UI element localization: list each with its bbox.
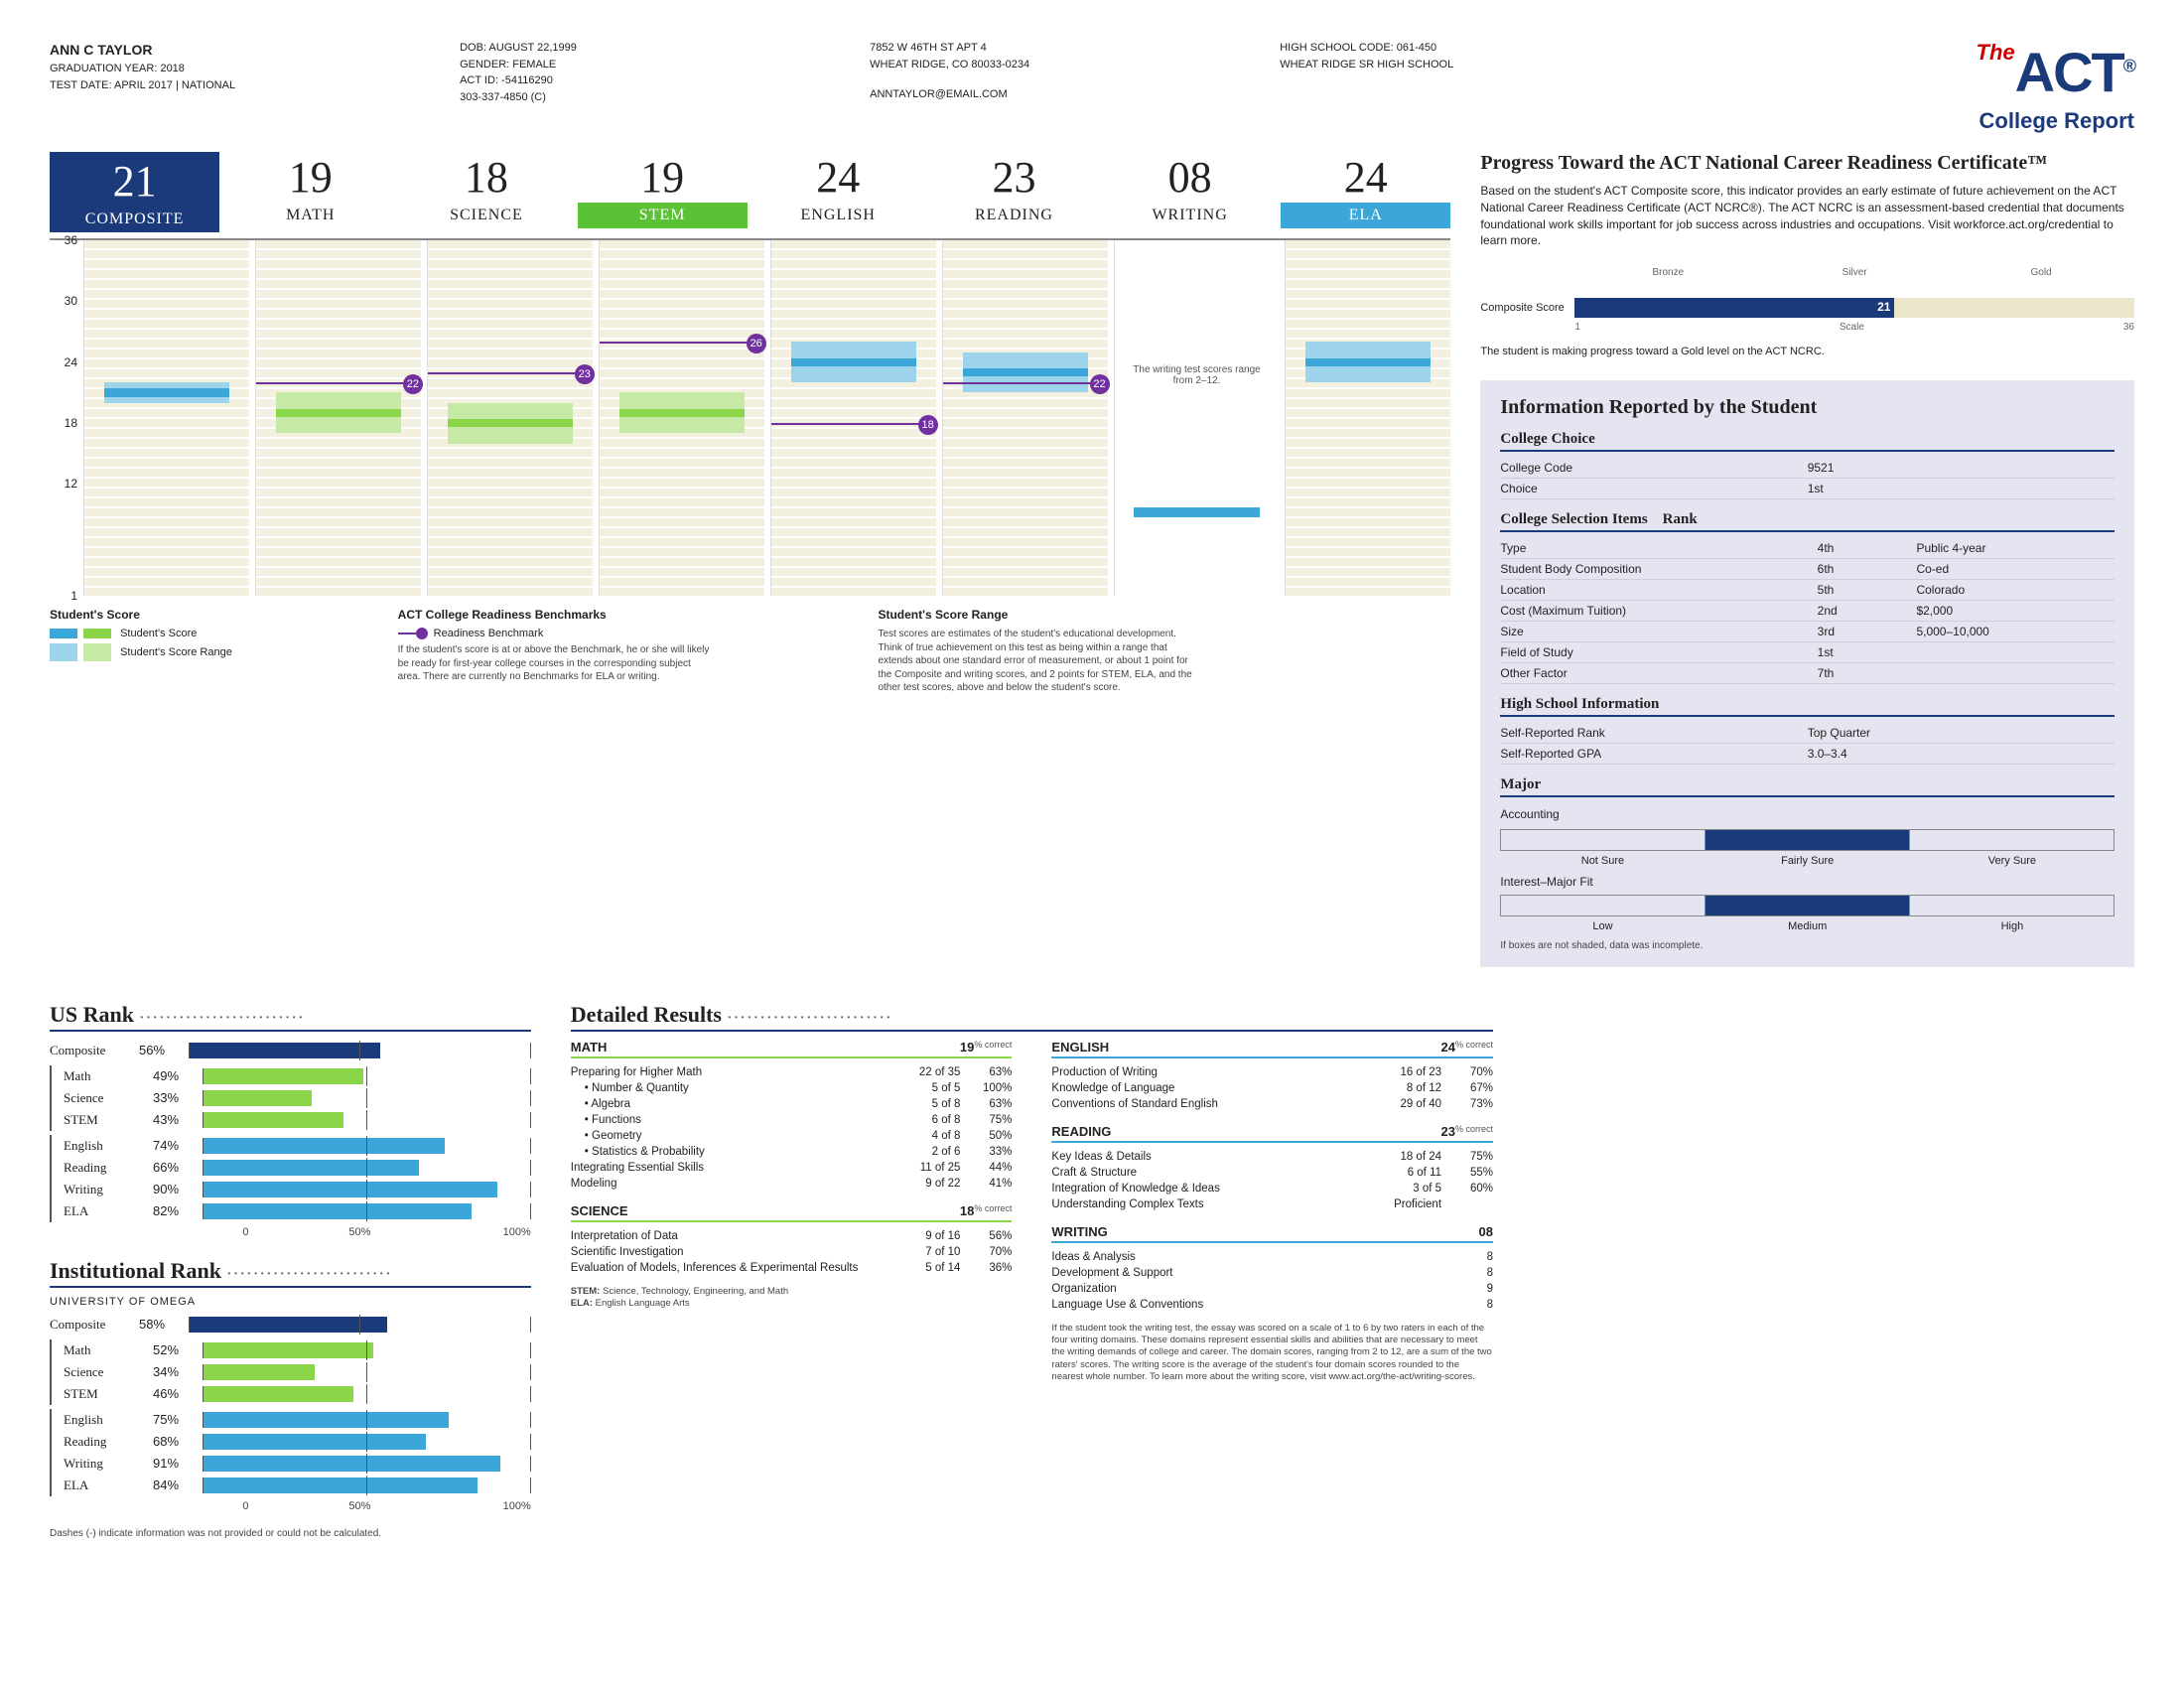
score-card-reading: 23READING bbox=[929, 152, 1099, 232]
interest-fit-bar bbox=[1500, 895, 2115, 916]
plot-col-english: 18 bbox=[770, 240, 936, 596]
score-card-writing: 08WRITING bbox=[1105, 152, 1275, 232]
detail-row: Integration of Knowledge & Ideas3 of 560… bbox=[1051, 1181, 1493, 1196]
plot-col-stem: 26 bbox=[599, 240, 764, 596]
plot-col-reading: 22 bbox=[942, 240, 1108, 596]
plot-col-ela bbox=[1285, 240, 1450, 596]
detail-row: Development & Support8 bbox=[1051, 1265, 1493, 1281]
score-card-english: 24ENGLISH bbox=[753, 152, 923, 232]
detail-row: Modeling9 of 2241% bbox=[571, 1176, 1013, 1192]
info-row: Type4thPublic 4-year bbox=[1500, 538, 2115, 559]
rank-row: Writing90% bbox=[64, 1179, 531, 1200]
rank-row: Science33% bbox=[64, 1087, 531, 1109]
detail-row: • Functions6 of 875% bbox=[571, 1112, 1013, 1128]
progress-panel: Progress Toward the ACT National Career … bbox=[1480, 152, 2134, 967]
score-card-math: 19MATH bbox=[225, 152, 395, 232]
major-sureness-bar bbox=[1500, 829, 2115, 851]
rank-row: Reading66% bbox=[64, 1157, 531, 1179]
plot-col-composite bbox=[83, 240, 249, 596]
score-card-science: 18SCIENCE bbox=[401, 152, 571, 232]
info-row: Other Factor7th bbox=[1500, 663, 2115, 684]
rank-row: Reading68% bbox=[64, 1431, 531, 1453]
score-range-chart: 36302418121 2223261822The writing test s… bbox=[50, 238, 1450, 596]
detail-row: Conventions of Standard English29 of 407… bbox=[1051, 1096, 1493, 1112]
detail-row: Language Use & Conventions8 bbox=[1051, 1297, 1493, 1313]
detail-row: Preparing for Higher Math22 of 3563% bbox=[571, 1064, 1013, 1080]
student-info-box: Information Reported by the Student Coll… bbox=[1480, 380, 2134, 967]
score-card-composite: 21COMPOSITE bbox=[50, 152, 219, 232]
info-row: Choice1st bbox=[1500, 479, 2115, 499]
detail-row: Scientific Investigation7 of 1070% bbox=[571, 1244, 1013, 1260]
info-row: Self-Reported GPA3.0–3.4 bbox=[1500, 744, 2115, 765]
ncrc-bar: 21 bbox=[1574, 298, 2134, 318]
detail-row: • Algebra5 of 863% bbox=[571, 1096, 1013, 1112]
rank-row: Writing91% bbox=[64, 1453, 531, 1475]
info-row: Self-Reported RankTop Quarter bbox=[1500, 723, 2115, 744]
inst-rank-title: Institutional Rank bbox=[50, 1258, 531, 1288]
detail-row: Interpretation of Data9 of 1656% bbox=[571, 1228, 1013, 1244]
rank-row: English75% bbox=[64, 1409, 531, 1431]
detail-row: Integrating Essential Skills11 of 2544% bbox=[571, 1160, 1013, 1176]
detailed-results-title: Detailed Results bbox=[571, 1002, 1493, 1032]
detail-row: • Geometry4 of 850% bbox=[571, 1128, 1013, 1144]
detail-row: Key Ideas & Details18 of 2475% bbox=[1051, 1149, 1493, 1165]
rank-row: Composite56% bbox=[50, 1040, 531, 1061]
detail-row: Organization9 bbox=[1051, 1281, 1493, 1297]
detail-row: • Statistics & Probability2 of 633% bbox=[571, 1144, 1013, 1160]
rank-row: ELA82% bbox=[64, 1200, 531, 1222]
rank-row: Math49% bbox=[64, 1065, 531, 1087]
detail-row: Knowledge of Language8 of 1267% bbox=[1051, 1080, 1493, 1096]
score-card-ela: 24ELA bbox=[1281, 152, 1450, 232]
rank-row: ELA84% bbox=[64, 1475, 531, 1496]
detail-row: Craft & Structure6 of 1155% bbox=[1051, 1165, 1493, 1181]
rank-row: STEM43% bbox=[64, 1109, 531, 1131]
plot-col-science: 23 bbox=[427, 240, 593, 596]
info-row: Field of Study1st bbox=[1500, 642, 2115, 663]
info-row: Location5thColorado bbox=[1500, 580, 2115, 601]
detail-row: Ideas & Analysis8 bbox=[1051, 1249, 1493, 1265]
report-title: College Report bbox=[1690, 108, 2134, 134]
info-row: Student Body Composition6thCo-ed bbox=[1500, 559, 2115, 580]
scores-panel: 21COMPOSITE19MATH18SCIENCE19STEM24ENGLIS… bbox=[50, 152, 1450, 967]
detail-row: Evaluation of Models, Inferences & Exper… bbox=[571, 1260, 1013, 1276]
plot-col-writing: The writing test scores range from 2–12. bbox=[1114, 240, 1280, 596]
rank-row: STEM46% bbox=[64, 1383, 531, 1405]
score-card-stem: 19STEM bbox=[578, 152, 748, 232]
detail-row: Production of Writing16 of 2370% bbox=[1051, 1064, 1493, 1080]
info-row: College Code9521 bbox=[1500, 458, 2115, 479]
info-row: Cost (Maximum Tuition)2nd$2,000 bbox=[1500, 601, 2115, 622]
detail-row: • Number & Quantity5 of 5100% bbox=[571, 1080, 1013, 1096]
header: ANN C TAYLOR GRADUATION YEAR: 2018 TEST … bbox=[50, 40, 2134, 134]
plot-col-math: 22 bbox=[255, 240, 421, 596]
rank-row: Composite58% bbox=[50, 1314, 531, 1336]
detail-row: Understanding Complex TextsProficient bbox=[1051, 1196, 1493, 1212]
act-logo: ACT® bbox=[2015, 41, 2134, 103]
info-row: Size3rd5,000–10,000 bbox=[1500, 622, 2115, 642]
act-logo-the: The bbox=[1977, 40, 2015, 65]
student-name: ANN C TAYLOR bbox=[50, 40, 420, 61]
rank-row: English74% bbox=[64, 1135, 531, 1157]
us-rank-title: US Rank bbox=[50, 1002, 531, 1032]
rank-row: Science34% bbox=[64, 1361, 531, 1383]
rank-row: Math52% bbox=[64, 1339, 531, 1361]
